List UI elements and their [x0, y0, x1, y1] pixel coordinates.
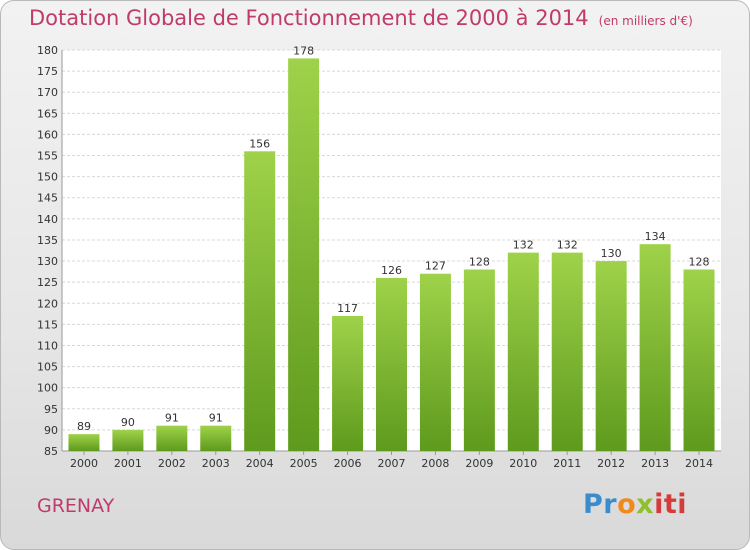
data-label: 89	[77, 420, 91, 433]
data-label: 134	[645, 230, 666, 243]
bar	[112, 429, 144, 451]
y-tick-label: 125	[37, 276, 58, 289]
y-tick-label: 115	[37, 318, 58, 331]
bar	[156, 425, 188, 451]
y-tick-label: 120	[37, 297, 58, 310]
chart-subtitle: (en milliers d'€)	[598, 14, 693, 28]
data-label: 126	[381, 264, 402, 277]
bar	[419, 273, 451, 451]
logo-part-1: Pr	[583, 489, 618, 520]
logo-part-3: x	[636, 489, 655, 520]
x-tick-label: 2007	[378, 457, 406, 470]
x-tick-label: 2002	[158, 457, 186, 470]
logo-part-2: o	[617, 489, 637, 520]
x-tick-label: 2003	[202, 457, 230, 470]
bar	[683, 269, 715, 451]
data-label: 90	[121, 416, 135, 429]
y-tick-label: 180	[37, 44, 58, 57]
x-tick-label: 2004	[246, 457, 274, 470]
y-tick-label: 145	[37, 192, 58, 205]
y-tick-label: 135	[37, 234, 58, 247]
bar	[200, 425, 232, 451]
proxiti-logo: Proxiti	[583, 489, 687, 520]
y-tick-label: 100	[37, 382, 58, 395]
bar	[507, 252, 539, 451]
y-tick-label: 160	[37, 128, 58, 141]
bar	[595, 261, 627, 451]
data-label: 132	[557, 239, 578, 252]
data-label: 132	[513, 239, 534, 252]
x-tick-label: 2008	[421, 457, 449, 470]
y-tick-label: 85	[44, 445, 58, 458]
data-label: 117	[337, 302, 358, 315]
bar	[376, 277, 407, 451]
data-label: 130	[601, 247, 622, 260]
bar	[288, 58, 320, 451]
data-label: 128	[689, 255, 710, 268]
y-tick-label: 150	[37, 171, 58, 184]
x-tick-label: 2010	[509, 457, 537, 470]
data-label: 178	[293, 44, 314, 57]
y-tick-label: 165	[37, 107, 58, 120]
data-label: 127	[425, 260, 446, 273]
y-tick-label: 130	[37, 255, 58, 268]
y-tick-label: 95	[44, 403, 58, 416]
chart-title-text: Dotation Globale de Fonctionnement de 20…	[29, 6, 589, 30]
x-tick-label: 2012	[597, 457, 625, 470]
chart-title: Dotation Globale de Fonctionnement de 20…	[29, 6, 693, 30]
data-label: 128	[469, 255, 490, 268]
data-label: 91	[209, 412, 223, 425]
bar	[332, 315, 364, 451]
x-tick-label: 2014	[685, 457, 713, 470]
x-tick-label: 2000	[70, 457, 98, 470]
x-tick-label: 2009	[465, 457, 493, 470]
bar	[244, 151, 276, 451]
data-label: 91	[165, 412, 179, 425]
x-tick-label: 2005	[290, 457, 318, 470]
x-tick-label: 2006	[334, 457, 362, 470]
x-tick-label: 2001	[114, 457, 142, 470]
bar	[551, 252, 583, 451]
bar	[463, 269, 495, 451]
y-tick-label: 140	[37, 213, 58, 226]
y-tick-label: 110	[37, 339, 58, 352]
y-tick-label: 105	[37, 361, 58, 374]
y-tick-label: 90	[44, 424, 58, 437]
x-tick-label: 2011	[553, 457, 581, 470]
bar	[639, 244, 671, 451]
bar	[68, 434, 100, 451]
x-tick-label: 2013	[641, 457, 669, 470]
y-tick-label: 170	[37, 86, 58, 99]
y-tick-label: 155	[37, 150, 58, 163]
data-label: 156	[249, 137, 270, 150]
y-tick-label: 175	[37, 65, 58, 78]
logo-part-4: iti	[654, 489, 688, 520]
commune-name: GRENAY	[37, 495, 115, 517]
